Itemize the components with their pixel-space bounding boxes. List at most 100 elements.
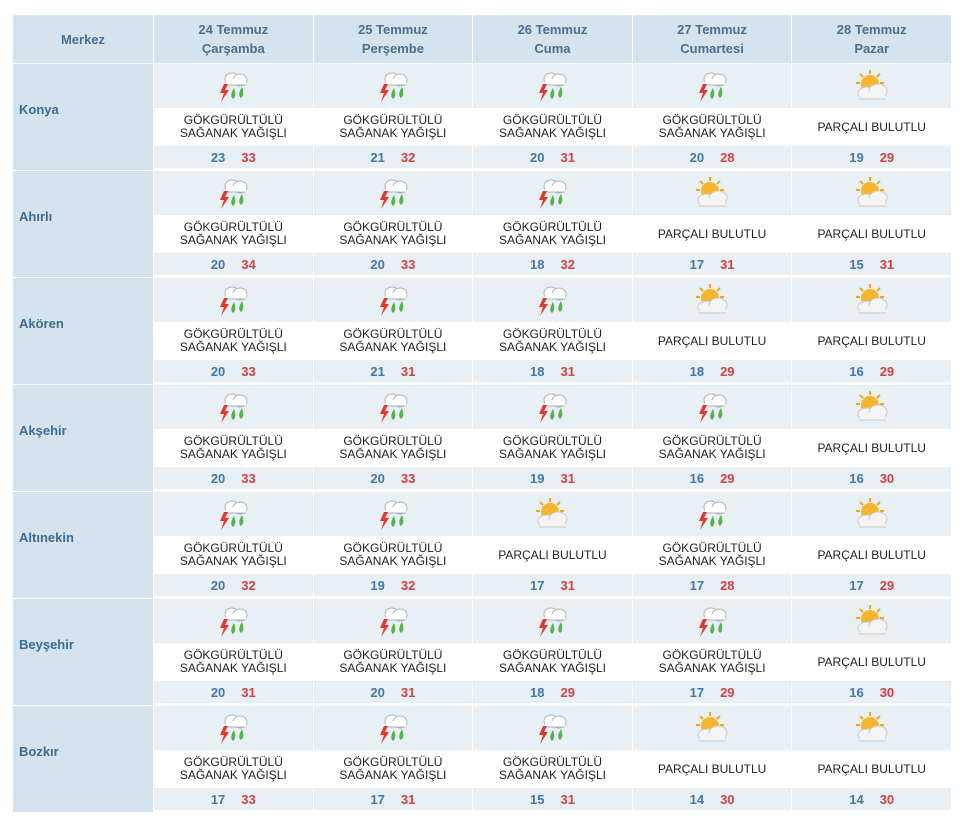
- condition-text: GÖKGÜRÜLTÜLÜ SAĞANAK YAĞIŞLI: [499, 113, 606, 140]
- forecast-cell: GÖKGÜRÜLTÜLÜ SAĞANAK YAĞIŞLI 18 32: [472, 170, 633, 278]
- min-temp: 21: [370, 363, 385, 379]
- min-temp: 16: [849, 684, 864, 700]
- forecast-cell: GÖKGÜRÜLTÜLÜ SAĞANAK YAĞIŞLI 20 31: [312, 598, 474, 706]
- max-temp: 31: [400, 684, 416, 700]
- max-temp: 33: [241, 470, 256, 486]
- condition-text: GÖKGÜRÜLTÜLÜ SAĞANAK YAĞIŞLI: [339, 327, 447, 354]
- min-temp: 18: [689, 363, 705, 379]
- city-row: Akören GÖKGÜRÜLTÜLÜ SAĞANAK YAĞIŞLI 20 33 …: [12, 277, 952, 385]
- icon-zone: [313, 64, 473, 108]
- day-header-3: 26 Temmuz Cuma: [472, 14, 633, 64]
- max-temp: 32: [241, 577, 256, 593]
- thunderstorm-rain-icon: [532, 709, 572, 747]
- condition-text: PARÇALI BULUTLU: [657, 333, 767, 348]
- max-temp: 29: [720, 684, 735, 700]
- max-temp: 33: [400, 256, 416, 272]
- temperature-band: 20 31: [313, 681, 473, 703]
- icon-zone: [154, 278, 313, 322]
- forecast-cell: PARÇALI BULUTLU 16 30: [791, 384, 952, 492]
- condition-text: GÖKGÜRÜLTÜLÜ SAĞANAK YAĞIŞLI: [179, 434, 287, 461]
- thunderstorm-rain-icon: [373, 281, 413, 319]
- icon-zone: [473, 706, 632, 750]
- min-temp: 20: [689, 149, 705, 165]
- temperature-band: 20 33: [313, 467, 473, 489]
- forecast-cell: GÖKGÜRÜLTÜLÜ SAĞANAK YAĞIŞLI 20 31: [472, 63, 633, 171]
- temperature-band: 20 32: [154, 574, 313, 596]
- thunderstorm-rain-icon: [532, 281, 572, 319]
- icon-zone: [792, 385, 951, 429]
- city-row: Altınekin GÖKGÜRÜLTÜLÜ SAĞANAK YAĞIŞLI 20…: [12, 491, 952, 599]
- city-row: Ahırlı GÖKGÜRÜLTÜLÜ SAĞANAK YAĞIŞLI 20 34 …: [12, 170, 952, 278]
- icon-zone: [473, 599, 632, 643]
- day-weekday: Pazar: [854, 41, 890, 56]
- thunderstorm-rain-icon: [213, 174, 253, 212]
- temperature-band: 20 33: [313, 253, 473, 275]
- min-temp: 15: [849, 256, 864, 272]
- min-temp: 16: [849, 363, 864, 379]
- day-header-2: 25 Temmuz Perşembe: [312, 14, 474, 64]
- max-temp: 33: [241, 363, 256, 379]
- max-temp: 31: [879, 256, 895, 272]
- thunderstorm-rain-icon: [532, 67, 572, 105]
- forecast-cell: GÖKGÜRÜLTÜLÜ SAĞANAK YAĞIŞLI 20 33: [312, 170, 474, 278]
- forecast-cell: GÖKGÜRÜLTÜLÜ SAĞANAK YAĞIŞLI 20 33: [153, 277, 314, 385]
- icon-zone: [792, 171, 951, 215]
- condition-text: PARÇALI BULUTLU: [498, 547, 607, 562]
- thunderstorm-rain-icon: [532, 174, 572, 212]
- min-temp: 17: [530, 577, 545, 593]
- min-temp: 20: [370, 470, 385, 486]
- max-temp: 31: [241, 684, 256, 700]
- city-row: Konya GÖKGÜRÜLTÜLÜ SAĞANAK YAĞIŞLI 23 33 G…: [12, 63, 952, 171]
- temperature-band: 14 30: [792, 788, 951, 810]
- temperature-band: 15 31: [792, 253, 951, 275]
- icon-zone: [313, 171, 473, 215]
- max-temp: 33: [241, 149, 256, 165]
- partly-cloudy-icon: [692, 710, 732, 746]
- icon-zone: [632, 385, 792, 429]
- max-temp: 33: [400, 470, 416, 486]
- min-temp: 15: [530, 791, 545, 807]
- day-weekday: Çarşamba: [201, 41, 265, 56]
- condition-text: GÖKGÜRÜLTÜLÜ SAĞANAK YAĞIŞLI: [658, 113, 766, 140]
- min-temp: 18: [530, 363, 545, 379]
- temperature-band: 17 29: [792, 574, 951, 596]
- day-header-5: 28 Temmuz Pazar: [791, 14, 952, 64]
- min-temp: 20: [210, 470, 226, 486]
- icon-zone: [313, 278, 473, 322]
- thunderstorm-rain-icon: [213, 602, 253, 640]
- max-temp: 31: [560, 149, 575, 165]
- partly-cloudy-icon: [692, 175, 732, 211]
- forecast-cell: GÖKGÜRÜLTÜLÜ SAĞANAK YAĞIŞLI 20 33: [312, 384, 474, 492]
- forecast-cell: PARÇALI BULUTLU 17 29: [791, 491, 952, 599]
- condition-text: PARÇALI BULUTLU: [817, 654, 926, 669]
- icon-zone: [313, 385, 473, 429]
- partly-cloudy-icon: [852, 710, 892, 746]
- partly-cloudy-icon: [852, 603, 892, 639]
- icon-zone: [792, 64, 951, 108]
- forecast-cell: GÖKGÜRÜLTÜLÜ SAĞANAK YAĞIŞLI 19 32: [312, 491, 474, 599]
- temperature-band: 21 31: [313, 360, 473, 382]
- forecast-cell: PARÇALI BULUTLU 14 30: [631, 705, 793, 813]
- max-temp: 32: [400, 149, 416, 165]
- header-row: Merkez 24 Temmuz Çarşamba 25 Temmuz Perşem…: [12, 14, 952, 64]
- icon-zone: [313, 492, 473, 536]
- max-temp: 32: [400, 577, 416, 593]
- temperature-band: 19 32: [313, 574, 473, 596]
- day-weekday: Cuma: [534, 41, 571, 56]
- icon-zone: [154, 706, 313, 750]
- icon-zone: [792, 599, 951, 643]
- condition-text: PARÇALI BULUTLU: [657, 761, 767, 776]
- icon-zone: [473, 171, 632, 215]
- temperature-band: 20 28: [632, 146, 792, 168]
- max-temp: 29: [560, 684, 575, 700]
- icon-zone: [632, 706, 792, 750]
- thunderstorm-rain-icon: [373, 67, 413, 105]
- partly-cloudy-icon: [852, 68, 892, 104]
- min-temp: 19: [530, 470, 545, 486]
- condition-text: GÖKGÜRÜLTÜLÜ SAĞANAK YAĞIŞLI: [339, 755, 447, 782]
- min-temp: 17: [689, 256, 705, 272]
- temperature-band: 16 30: [792, 467, 951, 489]
- max-temp: 31: [720, 256, 735, 272]
- temperature-band: 19 31: [473, 467, 632, 489]
- thunderstorm-rain-icon: [373, 709, 413, 747]
